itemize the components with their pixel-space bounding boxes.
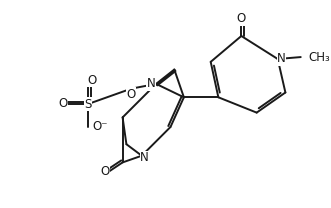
Text: O⁻: O⁻ [92,120,108,134]
Text: O: O [87,74,97,87]
Text: N: N [140,151,149,164]
Text: O: O [237,12,246,25]
Text: O: O [59,97,68,110]
Text: O: O [126,88,136,101]
Text: N: N [277,52,286,66]
Text: CH₃: CH₃ [308,51,330,64]
Text: N: N [147,77,156,90]
Text: S: S [84,98,92,110]
Text: O: O [101,166,110,178]
